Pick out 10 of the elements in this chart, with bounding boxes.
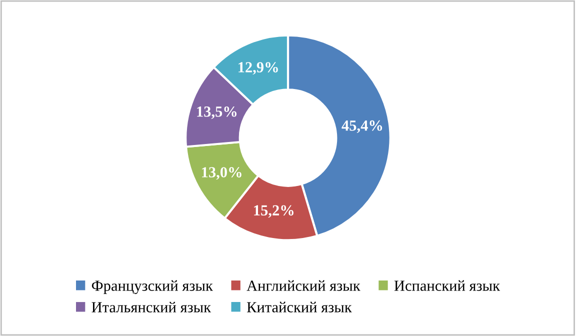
legend-label: Английский язык: [246, 280, 360, 291]
data-label: 12,9%: [238, 62, 278, 75]
legend-label: Китайский язык: [246, 302, 352, 312]
data-label: 13,0%: [202, 167, 242, 180]
legend-label: Испанский язык: [394, 280, 500, 291]
legend-label: Французский язык: [92, 280, 213, 294]
legend-label: Итальянский язык: [92, 302, 212, 312]
data-label: 15,2%: [254, 205, 294, 218]
data-label: 45,4%: [342, 120, 382, 133]
data-label: 13,5%: [197, 106, 237, 119]
